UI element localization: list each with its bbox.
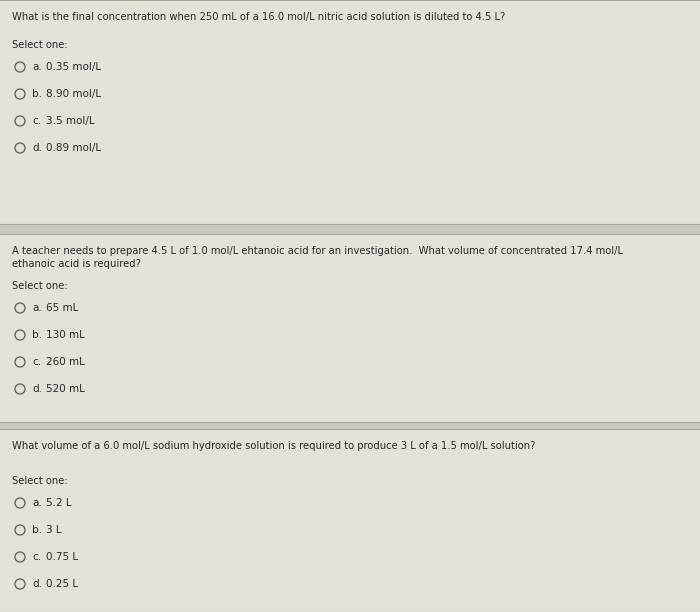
Text: 520 mL: 520 mL [46,384,85,394]
Text: 0.89 mol/L: 0.89 mol/L [46,143,101,153]
Text: b.: b. [32,330,42,340]
Text: 0.35 mol/L: 0.35 mol/L [46,62,101,72]
Text: 8.90 mol/L: 8.90 mol/L [46,89,101,99]
Text: a.: a. [32,498,42,508]
Bar [0,0,700,224]
Text: 0.75 L: 0.75 L [46,552,78,562]
Text: a.: a. [32,303,42,313]
Text: Select one:: Select one: [12,40,68,50]
Text: b.: b. [32,525,42,535]
Text: What is the final concentration when 250 mL of a 16.0 mol/L nitric acid solution: What is the final concentration when 250… [12,12,505,22]
Text: What volume of a 6.0 mol/L sodium hydroxide solution is required to produce 3 L : What volume of a 6.0 mol/L sodium hydrox… [12,441,536,451]
Text: 130 mL: 130 mL [46,330,85,340]
Text: a.: a. [32,62,42,72]
Text: d.: d. [32,143,42,153]
Bar [0,429,700,612]
Bar [0,234,700,422]
Text: 260 mL: 260 mL [46,357,85,367]
Text: c.: c. [32,357,41,367]
Text: ethanoic acid is required?: ethanoic acid is required? [12,259,141,269]
Text: d.: d. [32,384,42,394]
Text: d.: d. [32,579,42,589]
Text: 3 L: 3 L [46,525,62,535]
Text: A teacher needs to prepare 4.5 L of 1.0 mol/L ehtanoic acid for an investigation: A teacher needs to prepare 4.5 L of 1.0 … [12,246,623,256]
Text: b.: b. [32,89,42,99]
Text: Select one:: Select one: [12,281,68,291]
Text: 3.5 mol/L: 3.5 mol/L [46,116,94,126]
Text: 0.25 L: 0.25 L [46,579,78,589]
Text: 5.2 L: 5.2 L [46,498,71,508]
Text: Select one:: Select one: [12,476,68,486]
Text: c.: c. [32,116,41,126]
Text: c.: c. [32,552,41,562]
Text: 65 mL: 65 mL [46,303,78,313]
